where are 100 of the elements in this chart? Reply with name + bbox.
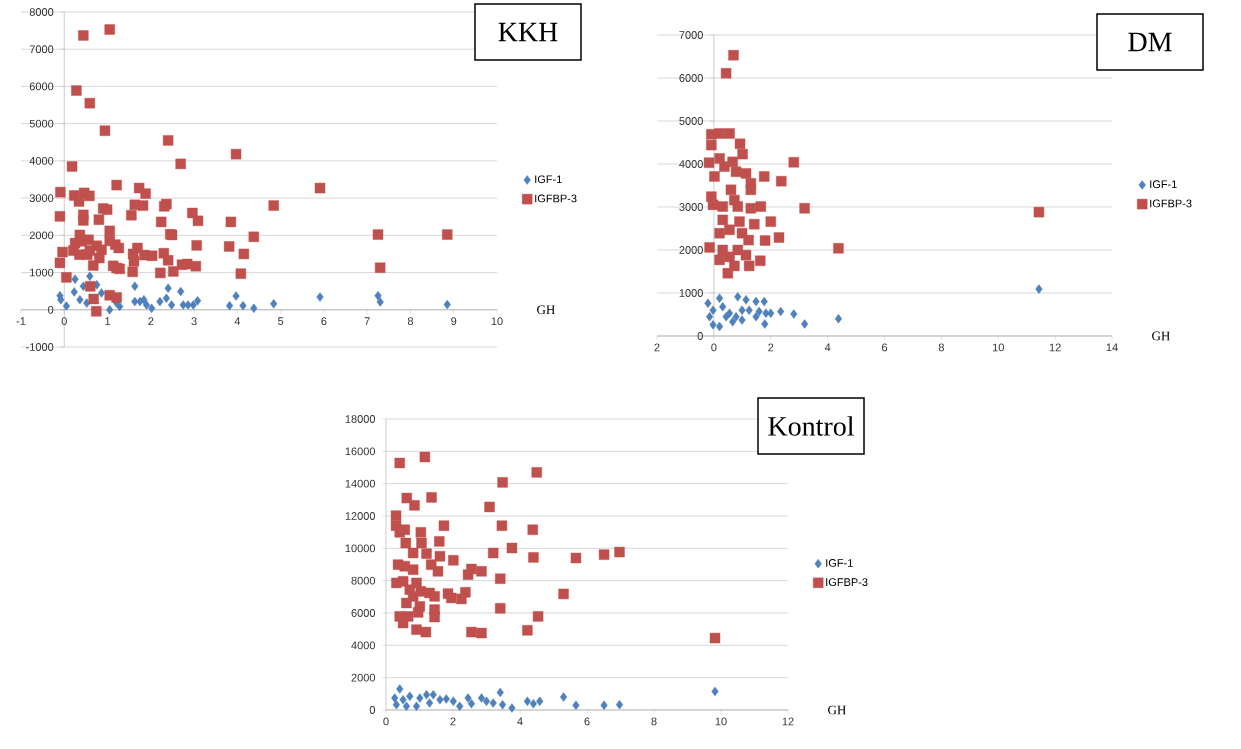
y-tick-label: 1000 [679, 289, 703, 297]
point [709, 171, 720, 182]
point [777, 306, 785, 317]
point [719, 302, 727, 312]
y-tick-label: 3000 [29, 194, 54, 203]
x-tick-label: 0 [61, 317, 67, 326]
point [734, 138, 746, 149]
y-tick-label: -1000 [26, 343, 54, 351]
point [156, 296, 164, 307]
x-axis-title: GH [537, 305, 555, 315]
y-tick-label: 6000 [351, 609, 376, 617]
x-tick-label: 1 [105, 317, 111, 325]
point [745, 184, 757, 195]
point [177, 286, 185, 297]
point [402, 701, 411, 711]
x-tick-label: 2 [450, 717, 456, 726]
point [189, 300, 197, 310]
point [734, 292, 742, 302]
point [226, 300, 234, 311]
chart-title: KKH [498, 22, 558, 42]
y-tick-label: 7000 [679, 31, 703, 39]
point [743, 234, 754, 246]
point [725, 184, 737, 195]
point [704, 298, 712, 309]
point [131, 296, 139, 307]
point [742, 295, 750, 305]
point [765, 216, 776, 227]
point [477, 693, 486, 703]
point [788, 157, 799, 168]
y-tick-label: 2000 [29, 231, 54, 240]
y-tick-label: 4000 [29, 157, 54, 165]
point [239, 300, 247, 311]
point [184, 300, 192, 310]
x-tick-label: 2 [654, 343, 660, 352]
point [760, 296, 768, 307]
chart-title: Kontrol [768, 416, 854, 436]
point [716, 321, 724, 332]
point [730, 166, 742, 177]
legend-label: IGFBP-3 [535, 194, 577, 203]
point [834, 314, 843, 324]
x-tick-label: 8 [938, 343, 944, 352]
point [559, 692, 568, 702]
x-tick-label: 7 [364, 317, 370, 325]
point [396, 684, 404, 694]
x-tick-label: 4 [824, 343, 831, 352]
x-tick-label: 8 [407, 317, 414, 326]
legend-label: IGFBP-3 [1150, 199, 1192, 208]
point [316, 292, 324, 302]
point [168, 300, 176, 310]
point [728, 50, 739, 61]
y-tick-label: 14000 [345, 479, 376, 488]
x-tick-label: 10 [992, 343, 1004, 352]
point [615, 699, 624, 710]
y-tick-label: 0 [697, 332, 703, 340]
point [62, 301, 71, 311]
point [717, 201, 728, 212]
legend-label: IGF-1 [826, 559, 853, 567]
point [71, 274, 79, 284]
point [727, 156, 738, 168]
point [729, 317, 737, 327]
point [833, 243, 844, 254]
x-tick-label: 5 [278, 317, 284, 325]
x-tick-label: 2 [768, 343, 774, 352]
point [600, 700, 608, 711]
point [523, 696, 531, 706]
point [714, 228, 725, 239]
point [706, 311, 714, 322]
x-tick-label: -1 [16, 317, 26, 325]
point [412, 701, 421, 711]
point [762, 308, 770, 318]
x-tick-label: 2 [148, 317, 154, 325]
point [508, 703, 516, 713]
point [722, 311, 730, 322]
point [724, 224, 735, 235]
point [416, 693, 424, 703]
point [572, 700, 580, 711]
point [776, 175, 787, 187]
y-tick-label: 0 [369, 706, 376, 714]
point [250, 303, 258, 313]
x-tick-label: 0 [711, 343, 717, 352]
point [436, 694, 444, 705]
point [425, 698, 434, 708]
point [755, 201, 767, 212]
point [467, 699, 476, 709]
point [745, 203, 757, 214]
point [1035, 284, 1043, 294]
point [724, 128, 735, 139]
legend-label: IGFBP-3 [826, 578, 868, 587]
point [232, 291, 240, 301]
y-tick-label: 6000 [29, 82, 54, 91]
point [743, 260, 755, 272]
point [422, 689, 431, 700]
point [790, 309, 798, 319]
point [456, 701, 464, 711]
point [752, 311, 760, 322]
y-tick-label: 3000 [679, 203, 703, 211]
point [140, 295, 148, 305]
x-tick-label: 12 [782, 717, 794, 726]
point [106, 305, 114, 315]
x-axis-title: GH [828, 705, 846, 715]
